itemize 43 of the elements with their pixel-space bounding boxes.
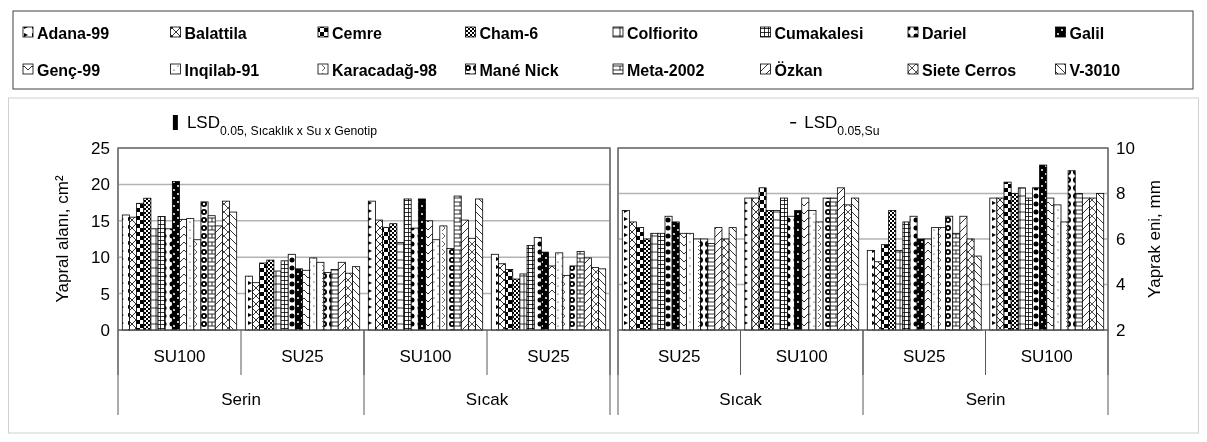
legend-label: Özkan (774, 60, 823, 79)
text: Sıcak (719, 390, 763, 409)
legend-label: Cemre (332, 24, 382, 42)
legend-label: Cham-6 (479, 24, 539, 42)
text: Serin (221, 390, 261, 409)
x-tick-label: SU100 (153, 347, 206, 366)
y-axis-title: Yapral alanı, cm² (53, 175, 72, 303)
legend-label: V-3010 (1069, 61, 1121, 79)
text: Sıcak (465, 390, 509, 409)
x-tick-label: SU25 (281, 347, 324, 366)
y2-tick-label: 10 (1116, 138, 1135, 158)
y-tick-label: 10 (91, 248, 110, 268)
x-tick-label: SU100 (1020, 347, 1073, 366)
legend-label: Adana-99 (37, 24, 110, 42)
y2-tick-label: 4 (1116, 275, 1126, 295)
x-tick-label: SU100 (775, 347, 828, 366)
y-tick-label: 5 (100, 284, 110, 304)
y2-tick-label: 8 (1116, 184, 1126, 204)
x-tick-label: SU25 (657, 347, 701, 366)
text: Serin (965, 390, 1006, 409)
legend-label: Galil (1069, 24, 1105, 42)
y-tick-label: 15 (91, 211, 110, 231)
y-tick-label: 25 (91, 138, 110, 158)
legend-label: Inqilab-91 (184, 61, 260, 79)
legend-label: Genç-99 (37, 61, 101, 79)
legend-label: Colfiorito (627, 24, 699, 42)
y2-tick-label: 2 (1116, 320, 1126, 340)
legend-label: Karacadağ-98 (332, 61, 438, 79)
x-tick-label: SU25 (527, 347, 570, 366)
legend-label: Siete Cerros (922, 61, 1017, 79)
y-tick-label: 0 (100, 320, 110, 340)
legend-label: Balattila (184, 24, 247, 42)
x-tick-label: SU100 (399, 347, 452, 366)
legend-label: Cumakalesi (774, 24, 864, 42)
chart-title: LSD$_{0.05, Sıcaklık x Su x Genotip}$ (186, 113, 378, 138)
x-tick-label: SU25 (902, 347, 946, 366)
y2-tick-label: 6 (1116, 229, 1126, 249)
y2-axis-title: Yaprak eni, mm (1145, 180, 1164, 298)
legend-label: Meta-2002 (627, 61, 705, 79)
legend-label: Dariel (922, 24, 967, 42)
y-tick-label: 20 (91, 175, 110, 195)
chart-title: LSD$_{0.05,Su}$ (804, 113, 880, 138)
legend-label: Mané Nick (479, 61, 559, 79)
